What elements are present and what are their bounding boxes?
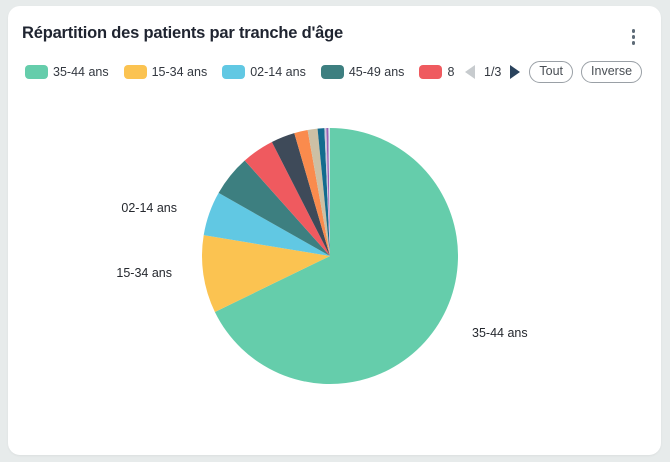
- legend-swatch-icon: [222, 65, 246, 79]
- legend-prev-page-icon[interactable]: [465, 65, 475, 79]
- legend-swatch-icon: [320, 65, 344, 79]
- legend-item-45-49 ans[interactable]: 45-49 ans: [320, 65, 405, 79]
- pie-slice-segment-12[interactable]: [328, 128, 330, 256]
- legend-item-02-14 ans[interactable]: 02-14 ans: [222, 65, 306, 79]
- legend-item-label: 35-44 ans: [53, 65, 109, 79]
- kebab-dot: [631, 29, 635, 33]
- legend-item-label: 15-34 ans: [151, 65, 208, 79]
- legend-page-indicator: 1/3: [484, 65, 502, 79]
- page-title: Répartition des patients par tranche d'â…: [22, 24, 344, 42]
- pie-slice-segment-11[interactable]: [326, 128, 330, 256]
- pie-label-35-44-ans: 35-44 ans: [472, 326, 528, 340]
- legend-controls: 1/3 Tout Inverse: [465, 61, 643, 83]
- legend-next-page-icon[interactable]: [510, 65, 521, 79]
- legend-item-label: 45-49 ans: [348, 65, 405, 79]
- pie-slice-15-34 ans[interactable]: [201, 235, 330, 312]
- pie-slice-segment-8[interactable]: [307, 128, 330, 256]
- legend-item-8[interactable]: 8: [419, 65, 454, 79]
- legend-row: 35-44 ans 15-34 ans 02-14 ans 45-49 ans 8 1/…: [25, 61, 643, 83]
- kebab-dot: [631, 41, 635, 45]
- pie-slice-segment-10[interactable]: [324, 128, 330, 256]
- legend-swatch-icon: [419, 65, 443, 79]
- legend-select-all-button[interactable]: Tout: [529, 61, 574, 83]
- pie-label-15-34-ans: 15-34 ans: [116, 266, 172, 280]
- kebab-menu-icon[interactable]: [626, 25, 642, 49]
- pie-slice-segment-9[interactable]: [317, 128, 330, 256]
- legend-item-label: 8: [447, 65, 455, 79]
- legend-item-15-34 ans[interactable]: 15-34 ans: [123, 65, 208, 79]
- pie-slice-segment-7[interactable]: [294, 129, 330, 256]
- legend-item-label: 02-14 ans: [250, 65, 306, 79]
- chart-card: Répartition des patients par tranche d'â…: [8, 6, 661, 455]
- card-header: Répartition des patients par tranche d'â…: [22, 24, 641, 50]
- legend-item-35-44 ans[interactable]: 35-44 ans: [25, 65, 109, 79]
- pie-label-02-14-ans: 02-14 ans: [121, 201, 177, 215]
- legend: 35-44 ans 15-34 ans 02-14 ans 45-49 ans 8: [25, 65, 458, 79]
- legend-swatch-icon: [123, 65, 147, 79]
- pie-slice-45-49 ans[interactable]: [218, 160, 330, 256]
- pie-slice-segment-5[interactable]: [244, 141, 330, 256]
- kebab-dot: [631, 35, 635, 39]
- pie-chart: 02-14 ans 15-34 ans 35-44 ans: [116, 128, 528, 384]
- pie-slice-35-44 ans[interactable]: [214, 128, 459, 384]
- pie-slice-segment-6[interactable]: [271, 133, 330, 256]
- legend-inverse-button[interactable]: Inverse: [581, 61, 643, 83]
- pie-slice-02-14 ans[interactable]: [203, 192, 330, 256]
- legend-swatch-icon: [25, 65, 48, 79]
